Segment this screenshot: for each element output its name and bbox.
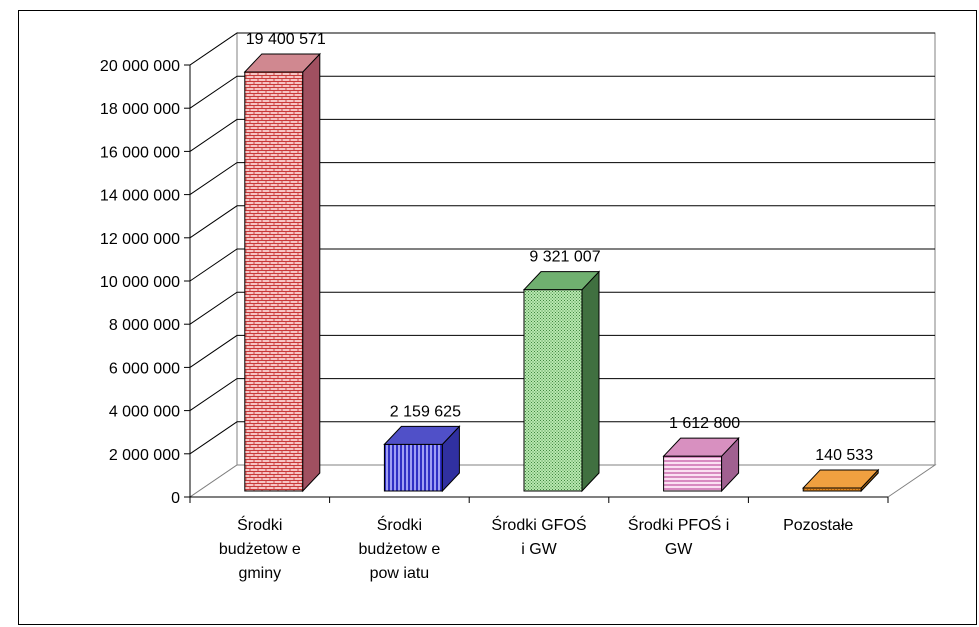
data-label: 1 612 800 [669, 415, 740, 432]
bars [243, 52, 880, 493]
category-label: Środki budżetow e pow iatu [358, 515, 440, 582]
data-label: 19 400 571 [246, 31, 326, 48]
y-tick-label: 12 000 000 [100, 231, 180, 248]
category-label: Środki PFOŚ i GW [628, 515, 729, 558]
bar-front [663, 455, 723, 492]
bar-side [581, 270, 600, 493]
gridline [189, 334, 935, 368]
gridline [189, 205, 935, 239]
y-tick-label: 2 000 000 [109, 447, 180, 464]
bar-front [523, 289, 583, 492]
y-tick-label: 8 000 000 [109, 317, 180, 334]
y-tick-label: 14 000 000 [100, 188, 180, 205]
data-label: 2 159 625 [390, 403, 461, 420]
bar-top [522, 271, 601, 291]
gridline [189, 32, 935, 66]
gridline [189, 162, 935, 196]
bar [522, 270, 601, 493]
bar-top [383, 425, 461, 445]
category-label: Pozostałe [783, 517, 853, 534]
bar-front [383, 443, 443, 492]
gridline [189, 118, 935, 152]
gridlines [189, 32, 935, 455]
y-tick-label: 6 000 000 [109, 360, 180, 377]
bar-top [802, 469, 880, 489]
gridline [189, 75, 935, 109]
bar [802, 468, 880, 493]
bar-side [302, 52, 321, 493]
gridline [189, 378, 935, 412]
bar [662, 436, 740, 493]
x-axis: Środki budżetow e gminy Środki budżetow e pow… [189, 496, 889, 582]
bar-front [244, 71, 304, 492]
bar-top [662, 437, 740, 457]
data-label: 9 321 007 [529, 249, 600, 266]
y-tick-label: 18 000 000 [100, 101, 180, 118]
gridline [189, 421, 935, 455]
data-label: 140 533 [815, 447, 873, 464]
y-tick-label: 0 [171, 490, 180, 507]
y-tick-label: 20 000 000 [100, 58, 180, 75]
category-label: Środki GFOŚ i GW [491, 515, 586, 558]
category-label: Środki budżetow e gminy [219, 515, 301, 582]
gridline [189, 291, 935, 325]
bar [383, 425, 461, 493]
gridline [189, 248, 935, 282]
y-tick-label: 16 000 000 [100, 144, 180, 161]
y-tick-label: 4 000 000 [109, 404, 180, 421]
data-labels: 19 400 571 2 159 625 9 321 007 1 612 800 140… [246, 31, 873, 464]
y-axis: 0 2 000 000 4 000 000 6 000 000 8 000 000 10 … [100, 58, 191, 507]
bar [243, 52, 321, 493]
y-tick-label: 10 000 000 [100, 274, 180, 291]
bar-top [243, 53, 321, 73]
